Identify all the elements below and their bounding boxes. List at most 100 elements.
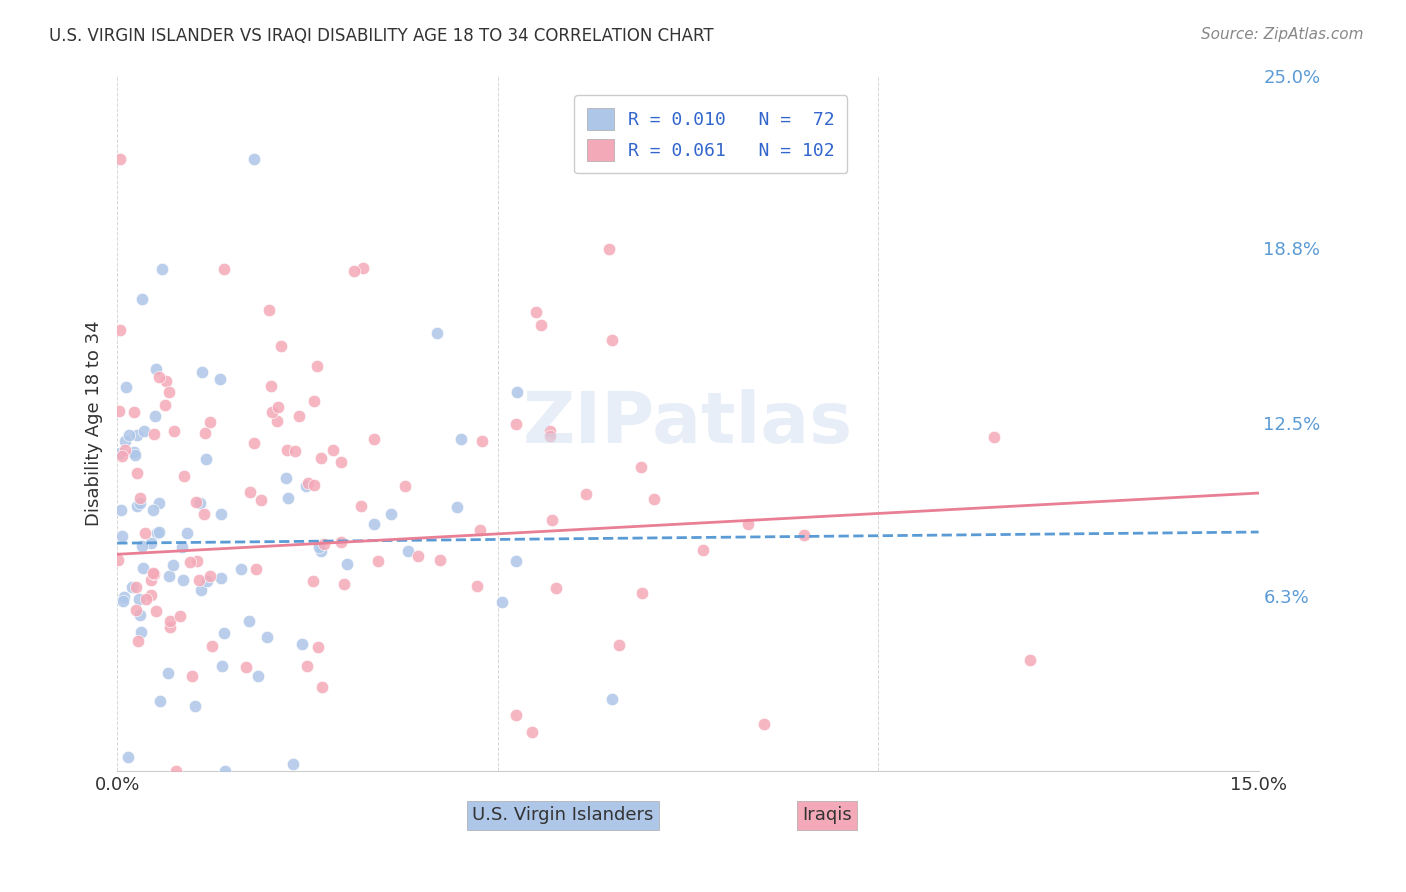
Point <box>465 579 488 593</box>
Point <box>184 699 207 714</box>
Point <box>505 554 527 568</box>
Point <box>173 468 195 483</box>
Point <box>198 569 221 583</box>
Point <box>295 659 318 673</box>
Point <box>214 764 236 779</box>
Point <box>155 398 177 412</box>
Point <box>266 414 288 428</box>
Point <box>983 430 1005 444</box>
Point <box>125 466 148 480</box>
Point <box>294 479 316 493</box>
Point <box>190 582 212 597</box>
Text: U.S. Virgin Islanders: U.S. Virgin Islanders <box>472 806 654 824</box>
Point <box>197 574 219 589</box>
Point <box>111 529 134 543</box>
Point <box>231 562 253 576</box>
Point <box>245 562 267 576</box>
Point <box>134 425 156 439</box>
Point <box>193 507 215 521</box>
Point <box>538 425 561 439</box>
Point <box>301 574 323 588</box>
Point <box>793 528 815 542</box>
Point <box>212 626 235 640</box>
Point <box>125 580 148 594</box>
Point <box>128 592 150 607</box>
Point <box>598 242 620 256</box>
Point <box>169 609 191 624</box>
Y-axis label: Disability Age 18 to 34: Disability Age 18 to 34 <box>86 320 103 526</box>
Point <box>260 405 283 419</box>
Point <box>257 303 280 318</box>
Point <box>408 549 430 563</box>
Point <box>308 540 330 554</box>
Point <box>600 333 623 347</box>
Point <box>110 503 132 517</box>
Point <box>118 428 141 442</box>
Point <box>181 669 204 683</box>
Point <box>363 432 385 446</box>
Point <box>157 384 180 399</box>
Point <box>135 592 157 607</box>
Point <box>1019 653 1042 667</box>
Point <box>148 525 170 540</box>
Point <box>108 323 131 337</box>
Point <box>143 409 166 423</box>
Point <box>209 571 232 585</box>
Point <box>524 305 547 319</box>
Point <box>249 492 271 507</box>
Point <box>155 374 177 388</box>
Point <box>170 540 193 554</box>
Point <box>246 669 269 683</box>
Point <box>148 496 170 510</box>
Point <box>121 580 143 594</box>
Point <box>332 577 354 591</box>
Point <box>330 455 353 469</box>
Point <box>115 380 138 394</box>
Point <box>752 717 775 731</box>
Point <box>426 326 449 340</box>
Point <box>276 442 298 457</box>
Point <box>506 385 529 400</box>
Point <box>505 707 527 722</box>
Point <box>329 535 352 549</box>
Point <box>450 433 472 447</box>
Point <box>124 444 146 458</box>
Point <box>311 680 333 694</box>
Point <box>304 393 326 408</box>
Point <box>256 630 278 644</box>
Point <box>238 615 260 629</box>
Point <box>242 436 264 450</box>
Point <box>125 603 148 617</box>
Point <box>468 523 491 537</box>
Point <box>145 604 167 618</box>
Point <box>111 449 134 463</box>
Point <box>520 725 543 739</box>
Point <box>163 424 186 438</box>
Point <box>270 339 292 353</box>
Point <box>276 491 298 505</box>
Point <box>129 496 152 510</box>
Point <box>309 450 332 465</box>
Text: ZIPatlas: ZIPatlas <box>523 389 853 458</box>
Point <box>142 502 165 516</box>
Point <box>139 573 162 587</box>
Point <box>111 594 134 608</box>
Point <box>142 427 165 442</box>
Point <box>145 362 167 376</box>
Point <box>124 448 146 462</box>
Point <box>187 573 209 587</box>
Text: U.S. VIRGIN ISLANDER VS IRAQI DISABILITY AGE 18 TO 34 CORRELATION CHART: U.S. VIRGIN ISLANDER VS IRAQI DISABILITY… <box>49 27 714 45</box>
Point <box>343 263 366 277</box>
Point <box>209 508 232 522</box>
Point <box>239 485 262 500</box>
Point <box>352 261 374 276</box>
Point <box>607 638 630 652</box>
Point <box>396 544 419 558</box>
Point <box>107 553 129 567</box>
Point <box>235 660 257 674</box>
Point <box>112 590 135 604</box>
Point <box>150 261 173 276</box>
Point <box>274 471 297 485</box>
Point <box>309 544 332 558</box>
Point <box>110 152 132 166</box>
